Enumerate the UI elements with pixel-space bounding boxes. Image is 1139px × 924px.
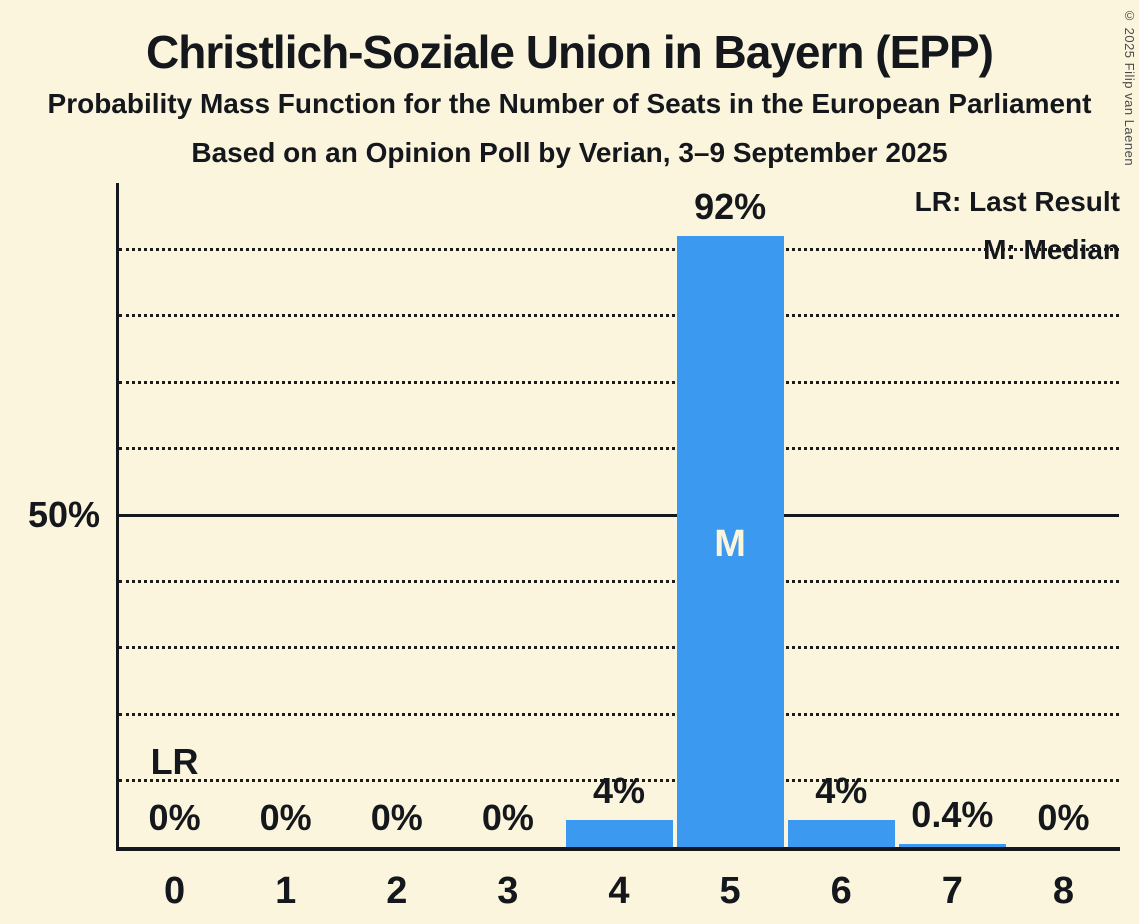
bar-value-label-seat-1: 0%	[259, 797, 312, 838]
x-tick-label-8: 8	[1052, 870, 1074, 912]
gridline-dotted-80	[119, 314, 1119, 318]
bar-seat-7	[898, 844, 1006, 847]
y-axis-label-50: 50%	[27, 494, 100, 535]
gridline-dotted-70	[119, 380, 1119, 384]
gridline-dotted-10	[119, 779, 1119, 783]
bar-value-label-seat-5: 92%	[694, 186, 767, 228]
gridline-dotted-30	[119, 646, 1119, 650]
x-tick-label-4: 4	[608, 870, 630, 912]
x-tick-label-5: 5	[719, 870, 741, 912]
gridline-solid-50	[119, 513, 1119, 517]
x-axis-line	[116, 847, 1120, 851]
median-marker: M	[714, 523, 746, 565]
bar-value-label-seat-3: 0%	[481, 797, 534, 838]
bar-value-label-seat-8: 0%	[1037, 797, 1090, 838]
chart-title: Christlich-Soziale Union in Bayern (EPP)	[146, 26, 994, 78]
bar-value-label-seat-4: 4%	[592, 770, 646, 812]
x-tick-label-7: 7	[941, 870, 963, 912]
bar-value-label-seat-7: 0.4%	[911, 794, 994, 836]
y-axis-line	[116, 183, 119, 851]
last-result-marker: LR	[150, 741, 199, 782]
chart-subtitle: Probability Mass Function for the Number…	[47, 88, 1092, 119]
bar-value-label-seat-6: 4%	[815, 770, 868, 812]
gridline-dotted-20	[119, 712, 1119, 716]
bar-seat-5	[676, 236, 784, 847]
x-tick-label-3: 3	[497, 870, 519, 912]
gridline-dotted-90	[119, 247, 1119, 251]
bar-value-label-seat-0: 0%	[148, 797, 201, 838]
x-tick-label-6: 6	[830, 870, 852, 912]
bar-seat-6	[787, 820, 895, 847]
copyright-notice: © 2025 Filip van Laenen	[1122, 8, 1137, 167]
gridline-dotted-40	[119, 579, 1119, 583]
chart-subtitle-poll: Based on an Opinion Poll by Verian, 3–9 …	[191, 137, 948, 168]
x-tick-label-2: 2	[386, 870, 408, 912]
legend-last-result: LR: Last Result	[914, 186, 1120, 217]
gridline-dotted-60	[119, 447, 1119, 451]
x-tick-label-0: 0	[163, 870, 186, 912]
bar-value-label-seat-2: 0%	[370, 797, 423, 838]
bar-seat-4	[565, 820, 673, 847]
plot-area: 0% 0% 0% 0% 4% 92% 4% 0.4% 0% M LR	[119, 183, 1119, 847]
legend-median: M: Median	[983, 234, 1120, 265]
x-tick-label-1: 1	[275, 870, 297, 912]
